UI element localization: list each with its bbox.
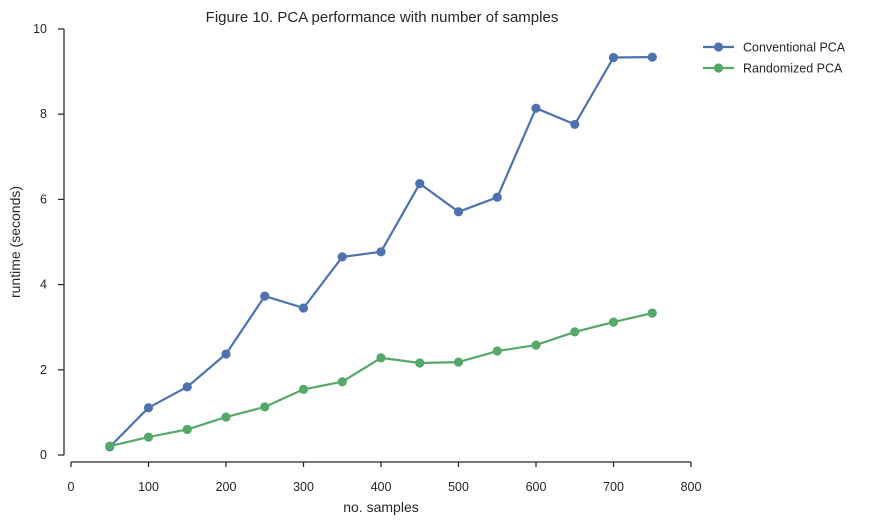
data-point bbox=[298, 303, 309, 313]
data-point bbox=[531, 103, 541, 113]
x-ticks: 0 100 200 300 400 500 600 700 800 bbox=[68, 462, 702, 494]
x-axis-label: no. samples bbox=[343, 499, 418, 515]
x-tick-label: 600 bbox=[526, 480, 547, 494]
y-tick-label: 10 bbox=[33, 22, 47, 36]
series-conventional-pca bbox=[105, 52, 657, 452]
data-point bbox=[182, 382, 192, 392]
data-point bbox=[492, 192, 502, 202]
data-point bbox=[182, 424, 192, 435]
x-tick-label: 300 bbox=[293, 480, 314, 494]
data-point bbox=[376, 247, 386, 257]
y-tick-label: 2 bbox=[40, 363, 47, 377]
axes bbox=[63, 29, 691, 463]
data-point bbox=[608, 52, 619, 63]
x-tick-label: 400 bbox=[371, 480, 392, 494]
data-point bbox=[570, 119, 580, 130]
data-point bbox=[221, 412, 231, 422]
data-point bbox=[647, 52, 657, 62]
data-point bbox=[647, 308, 657, 318]
x-tick-label: 0 bbox=[68, 480, 75, 494]
data-point bbox=[337, 377, 347, 387]
x-tick-label: 500 bbox=[448, 480, 469, 494]
x-tick-label: 100 bbox=[138, 480, 159, 494]
data-point bbox=[143, 403, 154, 413]
y-tick-label: 6 bbox=[40, 192, 47, 206]
data-point bbox=[415, 358, 425, 368]
series-randomized-pca bbox=[105, 308, 657, 451]
data-point bbox=[143, 432, 154, 442]
chart-title: Figure 10. PCA performance with number o… bbox=[206, 9, 559, 26]
y-axis-label: runtime (seconds) bbox=[7, 186, 23, 298]
data-point bbox=[298, 384, 309, 394]
y-tick-label: 0 bbox=[40, 448, 47, 462]
legend-label: Randomized PCA bbox=[743, 62, 843, 76]
legend-label: Conventional PCA bbox=[743, 41, 846, 55]
legend-swatch-marker bbox=[713, 63, 724, 73]
x-tick-label: 200 bbox=[216, 480, 237, 494]
x-tick-label: 700 bbox=[603, 480, 624, 494]
data-point bbox=[221, 349, 231, 359]
y-ticks: 0 2 4 6 8 10 bbox=[33, 22, 64, 462]
data-point bbox=[260, 402, 270, 412]
x-tick-label: 800 bbox=[681, 480, 702, 494]
legend: Conventional PCA Randomized PCA bbox=[703, 41, 846, 76]
data-point bbox=[453, 207, 464, 217]
legend-swatch-marker bbox=[713, 42, 724, 52]
data-point bbox=[453, 357, 464, 367]
data-point bbox=[376, 353, 386, 363]
series-layer bbox=[105, 52, 657, 452]
data-point bbox=[105, 441, 115, 451]
y-tick-label: 8 bbox=[40, 107, 47, 121]
data-point bbox=[531, 340, 541, 350]
data-point bbox=[415, 179, 425, 189]
data-point bbox=[337, 252, 347, 262]
y-tick-label: 4 bbox=[40, 278, 47, 292]
data-point bbox=[492, 346, 502, 356]
data-point bbox=[260, 291, 270, 301]
data-point bbox=[608, 317, 619, 327]
data-point bbox=[570, 327, 580, 337]
